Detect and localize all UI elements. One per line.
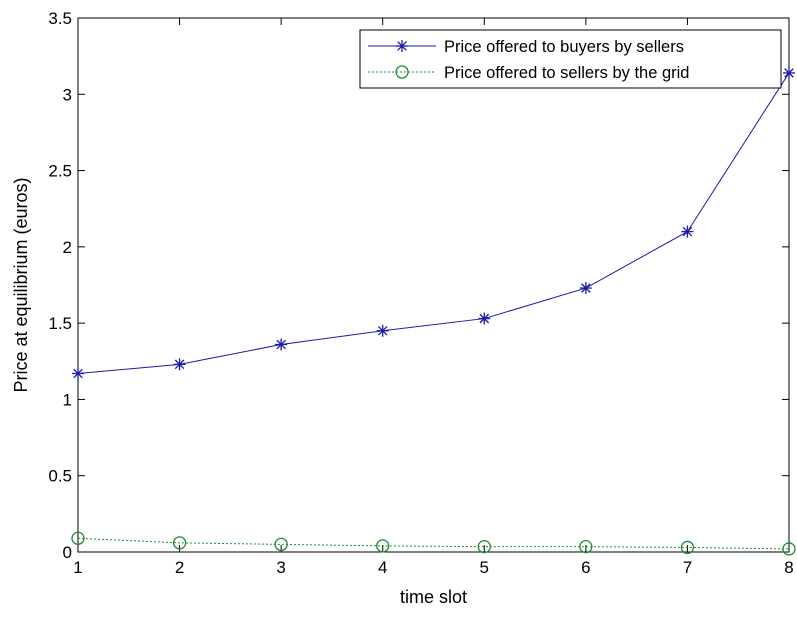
x-tick-label: 7 [683, 558, 692, 577]
y-tick-label: 1 [63, 390, 72, 409]
data-point [71, 531, 85, 545]
data-point [275, 338, 288, 351]
x-tick-label: 2 [175, 558, 184, 577]
y-tick-label: 1.5 [48, 314, 72, 333]
legend-label: Price offered to buyers by sellers [444, 38, 684, 56]
x-axis-label: time slot [400, 587, 467, 607]
series-line [77, 537, 790, 550]
data-point [579, 540, 593, 554]
data-point [477, 540, 491, 554]
x-tick-label: 4 [378, 558, 387, 577]
series-2 [71, 531, 796, 556]
x-tick-label: 1 [73, 558, 82, 577]
plot-area [77, 17, 790, 553]
data-point [173, 358, 186, 371]
legend-entry: Price offered to buyers by sellers [368, 38, 684, 56]
legend-box [359, 29, 782, 89]
legend-label: Price offered to sellers by the grid [444, 64, 690, 82]
x-tick-label: 8 [784, 558, 793, 577]
data-point [172, 536, 187, 550]
data-point [681, 225, 694, 238]
data-point [579, 282, 592, 295]
data-point [376, 539, 390, 553]
y-tick-label: 2 [63, 238, 72, 257]
y-tick-label: 3.5 [48, 9, 72, 28]
data-point [680, 540, 695, 555]
x-tick-label: 5 [480, 558, 489, 577]
legend-marker [396, 40, 408, 52]
series-1 [72, 66, 795, 380]
series-line [77, 72, 790, 374]
y-axis-label: Price at equilibrium (euros) [11, 177, 31, 392]
data-point [274, 537, 288, 552]
data-point [478, 312, 491, 325]
y-tick-label: 3 [63, 85, 72, 104]
x-tick-label: 3 [276, 558, 285, 577]
legend-entry: Price offered to sellers by the grid [368, 64, 690, 82]
legend-marker [395, 65, 409, 79]
data-point [376, 324, 389, 337]
data-point [782, 542, 796, 556]
x-tick-label: 6 [581, 558, 590, 577]
y-tick-label: 2.5 [48, 162, 72, 181]
y-tick-label: 0.5 [48, 467, 72, 486]
data-point [783, 66, 795, 79]
y-tick-label: 0 [63, 543, 72, 562]
legend: Price offered to buyers by sellers Price … [359, 29, 782, 89]
data-point [72, 367, 84, 380]
